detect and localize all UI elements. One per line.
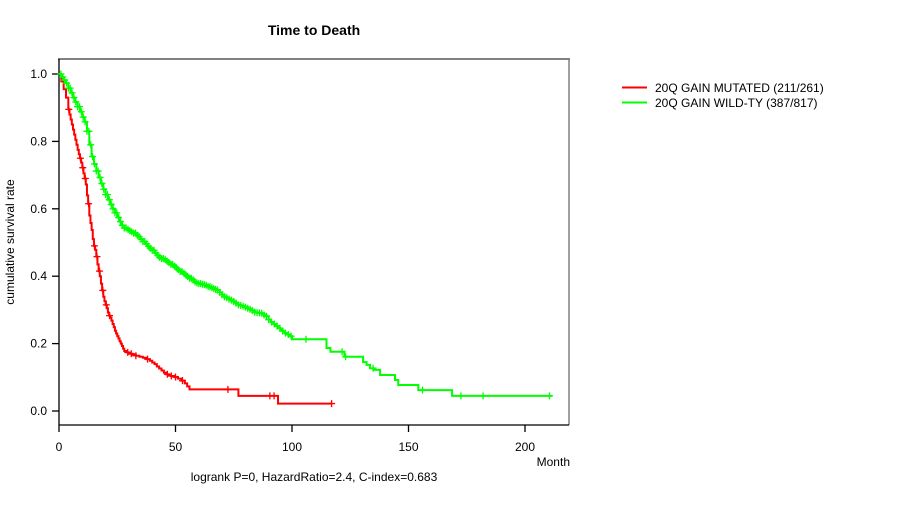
censor-mark xyxy=(457,392,465,400)
x-tick-label: 200 xyxy=(515,440,535,454)
censor-mark xyxy=(479,392,487,400)
censor-mark xyxy=(94,167,102,175)
censor-mark xyxy=(85,200,93,208)
censor-mark xyxy=(77,108,85,116)
censor-mark xyxy=(127,350,135,358)
plot-box xyxy=(58,58,570,426)
legend-label-wildtype: 20Q GAIN WILD-TY (387/817) xyxy=(655,96,818,110)
censor-mark xyxy=(96,267,104,275)
censor-mark xyxy=(144,355,152,363)
legend: 20Q GAIN MUTATED (211/261) 20Q GAIN WILD… xyxy=(622,81,824,110)
censor-mark xyxy=(132,352,140,360)
y-tick-label: 0.4 xyxy=(30,269,47,283)
curve-wildtype xyxy=(57,70,553,400)
censor-mark xyxy=(302,335,310,343)
censor-mark xyxy=(102,301,110,309)
censor-mark xyxy=(76,154,84,162)
censor-mark xyxy=(167,372,175,380)
censor-mark xyxy=(113,209,121,217)
y-axis-tick-labels: 0.0 0.2 0.4 0.6 0.8 1.0 xyxy=(30,67,47,418)
censor-mark xyxy=(76,103,84,111)
survival-curves-layer xyxy=(57,70,553,408)
y-tick-label: 0.6 xyxy=(30,202,47,216)
censor-mark xyxy=(342,353,350,361)
censor-mark xyxy=(85,127,93,135)
censor-mark xyxy=(328,400,336,408)
censor-mark xyxy=(115,214,123,222)
censor-mark xyxy=(62,79,70,87)
x-tick-label: 150 xyxy=(398,440,418,454)
censor-mark xyxy=(90,242,98,250)
censor-mark xyxy=(270,392,278,400)
censor-mark xyxy=(72,98,80,106)
censor-mark xyxy=(163,370,171,378)
censor-mark xyxy=(68,89,76,97)
censor-mark xyxy=(79,113,87,121)
censor-mark xyxy=(89,153,97,161)
censor-mark xyxy=(100,185,108,193)
censor-mark xyxy=(81,174,89,182)
censor-mark xyxy=(338,348,346,356)
axis-tick-marks xyxy=(52,73,526,432)
stats-annotation: logrank P=0, HazardRatio=2.4, C-index=0.… xyxy=(191,470,438,484)
x-tick-label: 100 xyxy=(282,440,302,454)
censor-mark xyxy=(87,141,95,149)
censor-mark xyxy=(106,312,114,320)
censor-mark xyxy=(70,94,78,102)
y-tick-label: 0.8 xyxy=(30,134,47,148)
censor-mark xyxy=(65,105,73,113)
y-axis-label: cumulative survival rate xyxy=(3,179,17,305)
censor-mark xyxy=(545,392,553,400)
censor-mark xyxy=(287,332,295,340)
chart-title: Time to Death xyxy=(268,22,360,38)
x-axis-label: Month xyxy=(537,455,570,469)
censor-mark xyxy=(93,253,101,261)
censor-mark xyxy=(107,200,115,208)
censor-mark xyxy=(96,173,104,181)
x-axis-tick-labels: 0 50 100 150 200 xyxy=(56,440,536,454)
censor-mark xyxy=(81,118,89,126)
censor-mark xyxy=(109,205,117,213)
x-tick-label: 0 xyxy=(56,440,63,454)
censor-mark xyxy=(98,180,106,188)
censor-mark xyxy=(117,218,125,226)
censor-mark xyxy=(79,164,87,172)
censor-mark xyxy=(224,385,232,393)
y-tick-label: 1.0 xyxy=(30,67,47,81)
censor-mark xyxy=(66,84,74,92)
curve-mutated xyxy=(59,73,336,408)
censor-mark xyxy=(178,377,186,385)
y-tick-label: 0.2 xyxy=(30,337,47,351)
censor-mark xyxy=(90,160,98,168)
censor-mark xyxy=(369,364,377,372)
x-tick-label: 50 xyxy=(169,440,183,454)
censor-mark xyxy=(418,386,426,394)
censor-mark xyxy=(99,286,107,294)
censor-mark xyxy=(103,191,111,199)
y-tick-label: 0.0 xyxy=(30,404,47,418)
legend-label-mutated: 20Q GAIN MUTATED (211/261) xyxy=(655,81,824,95)
km-step-path xyxy=(59,73,332,405)
censor-mark xyxy=(105,196,113,204)
censor-mark xyxy=(172,373,179,381)
censor-mark xyxy=(124,348,132,356)
